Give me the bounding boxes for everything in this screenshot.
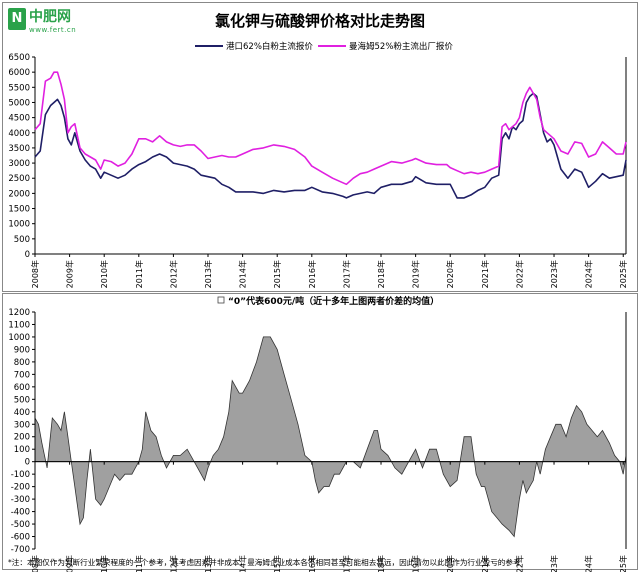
y-tick-label: 1200 (8, 308, 30, 318)
y-tick-label: 1100 (8, 320, 30, 330)
y-tick-label: -500 (11, 520, 30, 530)
y-tick-label: 900 (14, 345, 30, 355)
x-tick-label: 2025年 (618, 555, 628, 572)
x-tick-label: 2025年 (618, 260, 628, 288)
legend-label-1: 港口62%白粉主流报价 (226, 41, 313, 52)
series-line-2 (34, 71, 627, 186)
x-tick-label: 2017年 (341, 555, 351, 572)
y-tick-label: -400 (11, 508, 30, 518)
x-tick-label: 2024年 (584, 555, 594, 572)
x-tick-label: 2021年 (480, 555, 490, 572)
x-tick-label: 2014年 (238, 555, 248, 572)
y-tick-label: 800 (14, 358, 30, 368)
x-tick-label: 2009年 (65, 555, 75, 572)
y-tick-label: 200 (14, 433, 30, 443)
x-tick-label: 2022年 (514, 555, 524, 572)
y-tick-label: -200 (11, 483, 30, 493)
y-tick-label: 6500 (8, 53, 30, 63)
series-line-1 (34, 92, 627, 199)
y-tick-label: -100 (11, 470, 30, 480)
y-tick-label: 100 (14, 445, 30, 455)
legend-swatch-area (217, 296, 225, 304)
y-tick-label: 1000 (8, 333, 30, 343)
x-tick-label: 2019年 (411, 555, 421, 572)
x-tick-label: 2021年 (480, 260, 490, 288)
y-tick-label: 700 (14, 370, 30, 380)
y-tick-label: 4500 (8, 114, 30, 124)
chart-title: 氯化钾与硫酸钾价格对比走势图 (214, 12, 425, 30)
x-tick-label: 2018年 (376, 555, 386, 572)
y-tick-label: 0 (25, 458, 30, 468)
legend-label-2: 曼海姆52%粉主流出厂报价 (349, 41, 453, 52)
y-tick-label: 2500 (8, 174, 30, 184)
y-tick-label: -300 (11, 495, 30, 505)
x-tick-label: 2015年 (272, 555, 282, 572)
y-tick-label: -700 (11, 545, 30, 555)
x-tick-label: 2012年 (168, 260, 178, 288)
x-tick-label: 2015年 (272, 260, 282, 288)
x-tick-label: 2013年 (203, 260, 213, 288)
x-tick-label: 2016年 (307, 555, 317, 572)
x-tick-label: 2013年 (203, 555, 213, 572)
x-tick-label: 2008年 (30, 260, 40, 288)
x-tick-label: 2017年 (341, 260, 351, 288)
x-tick-label: 2018年 (376, 260, 386, 288)
logo: N 中肥网 www.fert.cn (8, 8, 80, 36)
x-tick-label: 2020年 (445, 260, 455, 288)
y-tick-label: 500 (14, 395, 30, 405)
x-tick-label: 2024年 (584, 260, 594, 288)
y-tick-label: 0 (25, 250, 30, 260)
x-tick-label: 2019年 (411, 260, 421, 288)
x-tick-label: 2023年 (549, 555, 559, 572)
x-tick-label: 2008年 (30, 555, 40, 572)
x-tick-label: 2010年 (99, 555, 109, 572)
chart-subtitle: “0”代表600元/吨（近十多年上图两者价差的均值） (228, 295, 439, 307)
y-tick-label: 1500 (8, 205, 30, 215)
y-tick-label: 400 (14, 408, 30, 418)
logo-url: www.fert.cn (29, 26, 77, 34)
x-tick-label: 2020年 (445, 555, 455, 572)
y-tick-label: 5000 (8, 98, 30, 108)
y-tick-label: 500 (14, 235, 30, 245)
x-tick-label: 2016年 (307, 260, 317, 288)
x-tick-label: 2010年 (99, 260, 109, 288)
x-tick-label: 2023年 (549, 260, 559, 288)
y-tick-label: 2000 (8, 189, 30, 199)
y-tick-label: 1000 (8, 220, 30, 230)
y-tick-label: 6000 (8, 68, 30, 78)
top-panel-border (2, 2, 638, 292)
difference-area (34, 336, 627, 538)
y-tick-label: 3000 (8, 159, 30, 169)
x-tick-label: 2022年 (514, 260, 524, 288)
y-tick-label: 600 (14, 383, 30, 393)
y-tick-label: 5500 (8, 83, 30, 93)
y-tick-label: 4000 (8, 129, 30, 139)
bottom-panel-border (2, 293, 638, 570)
y-tick-label: -600 (11, 533, 30, 543)
x-tick-label: 2014年 (238, 260, 248, 288)
x-tick-label: 2011年 (134, 555, 144, 572)
x-tick-label: 2009年 (65, 260, 75, 288)
logo-badge: N (8, 8, 26, 30)
footnote: *注：本图仅作为判断行业繁荣程度的一个参考，其考虑因素并非成本，曼海姆企业成本各… (8, 557, 521, 567)
logo-name: 中肥网 (29, 9, 71, 25)
x-tick-label: 2011年 (134, 260, 144, 288)
y-tick-label: 3500 (8, 144, 30, 154)
x-tick-label: 2012年 (168, 555, 178, 572)
y-tick-label: 300 (14, 420, 30, 430)
